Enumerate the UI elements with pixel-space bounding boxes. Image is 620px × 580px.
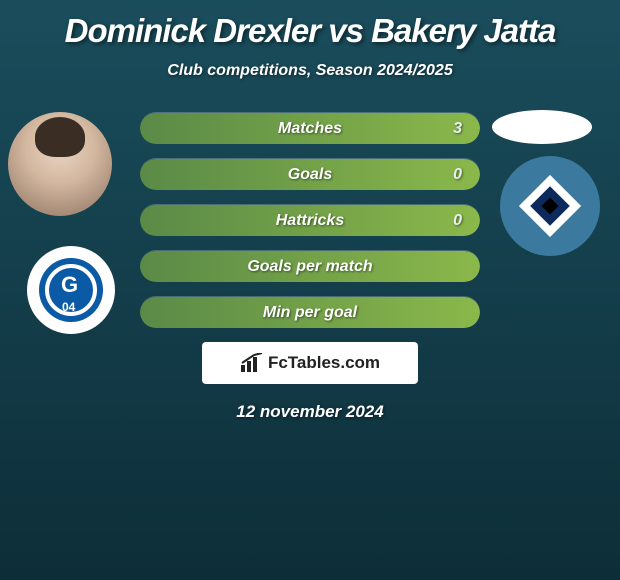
branding-label: FcTables.com — [268, 353, 380, 373]
schalke-text: 04 — [62, 300, 75, 314]
page-title: Dominick Drexler vs Bakery Jatta — [0, 0, 620, 50]
club-right-badge — [500, 156, 600, 256]
stat-bar-min-per-goal: Min per goal — [140, 296, 480, 328]
stats-area: 04 Matches 3 Goals 0 Hattricks 0 Goals p… — [0, 112, 620, 422]
stat-label: Goals — [288, 166, 332, 184]
stat-bar-hattricks: Hattricks 0 — [140, 204, 480, 236]
subtitle: Club competitions, Season 2024/2025 — [0, 62, 620, 80]
stat-bar-goals-per-match: Goals per match — [140, 250, 480, 282]
schalke-icon: 04 — [39, 258, 103, 322]
stat-value: 3 — [453, 120, 462, 138]
stat-bar-matches: Matches 3 — [140, 112, 480, 144]
player-right-placeholder — [492, 110, 592, 144]
stat-label: Matches — [278, 120, 342, 138]
stat-value: 0 — [453, 212, 462, 230]
hsv-icon — [519, 175, 581, 237]
stat-bar-goals: Goals 0 — [140, 158, 480, 190]
stat-bars: Matches 3 Goals 0 Hattricks 0 Goals per … — [140, 112, 480, 328]
branding-box[interactable]: FcTables.com — [202, 342, 418, 384]
stat-label: Min per goal — [263, 304, 357, 322]
club-left-badge: 04 — [27, 246, 115, 334]
stat-value: 0 — [453, 166, 462, 184]
stat-label: Goals per match — [247, 258, 372, 276]
date-line: 12 november 2024 — [0, 402, 620, 422]
chart-icon — [240, 353, 264, 373]
stat-label: Hattricks — [276, 212, 344, 230]
player-left-photo — [8, 112, 112, 216]
